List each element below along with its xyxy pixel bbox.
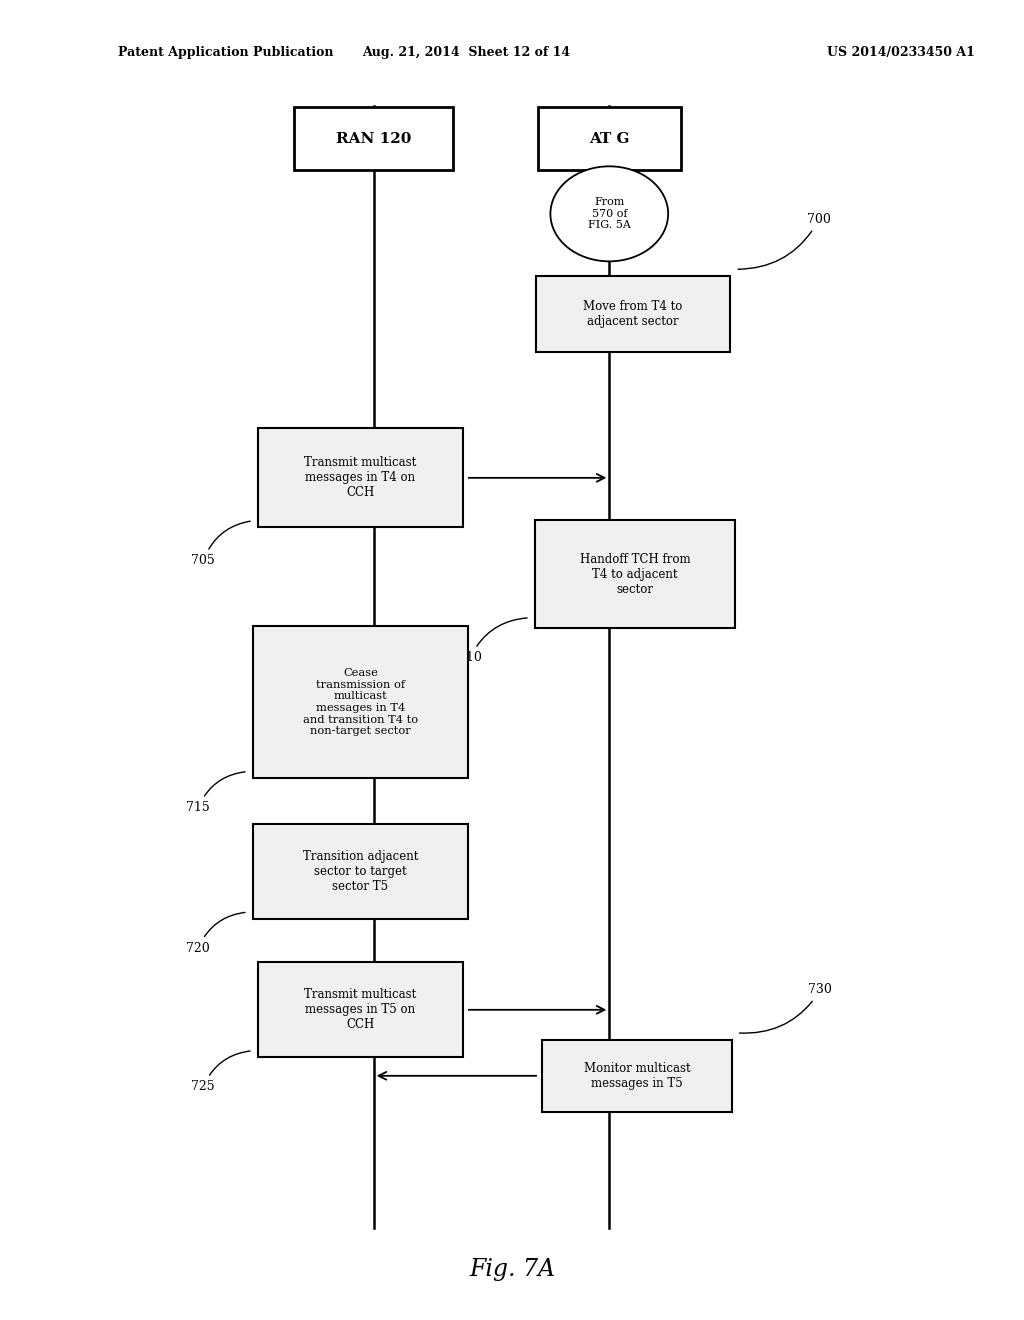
FancyBboxPatch shape: [543, 1040, 731, 1111]
Text: Monitor multicast
messages in T5: Monitor multicast messages in T5: [584, 1061, 690, 1090]
Text: US 2014/0233450 A1: US 2014/0233450 A1: [827, 46, 975, 59]
FancyBboxPatch shape: [253, 824, 468, 919]
FancyBboxPatch shape: [258, 428, 463, 527]
Text: Cease
transmission of
multicast
messages in T4
and transition T4 to
non-target s: Cease transmission of multicast messages…: [303, 668, 418, 737]
Text: Fig. 7A: Fig. 7A: [469, 1258, 555, 1282]
FancyBboxPatch shape: [538, 107, 681, 170]
Text: AT G: AT G: [589, 132, 630, 145]
FancyBboxPatch shape: [253, 626, 468, 777]
FancyBboxPatch shape: [535, 520, 735, 628]
Text: 720: 720: [186, 912, 245, 954]
Text: 710: 710: [458, 618, 527, 664]
Text: Transmit multicast
messages in T4 on
CCH: Transmit multicast messages in T4 on CCH: [304, 457, 417, 499]
Text: 705: 705: [191, 521, 250, 568]
Text: 715: 715: [186, 772, 245, 814]
Text: Aug. 21, 2014  Sheet 12 of 14: Aug. 21, 2014 Sheet 12 of 14: [361, 46, 570, 59]
FancyBboxPatch shape: [258, 962, 463, 1057]
Text: 725: 725: [191, 1051, 250, 1093]
Text: Patent Application Publication: Patent Application Publication: [118, 46, 333, 59]
FancyBboxPatch shape: [295, 107, 453, 170]
FancyBboxPatch shape: [536, 276, 730, 352]
Text: 700: 700: [738, 213, 830, 269]
Text: Transmit multicast
messages in T5 on
CCH: Transmit multicast messages in T5 on CCH: [304, 989, 417, 1031]
Text: Handoff TCH from
T4 to adjacent
sector: Handoff TCH from T4 to adjacent sector: [580, 553, 690, 595]
Text: 730: 730: [739, 983, 833, 1034]
Text: Transition adjacent
sector to target
sector T5: Transition adjacent sector to target sec…: [303, 850, 418, 892]
Ellipse shape: [551, 166, 668, 261]
Text: From
570 of
FIG. 5A: From 570 of FIG. 5A: [588, 197, 631, 231]
Text: RAN 120: RAN 120: [336, 132, 412, 145]
Text: Move from T4 to
adjacent sector: Move from T4 to adjacent sector: [583, 300, 683, 329]
